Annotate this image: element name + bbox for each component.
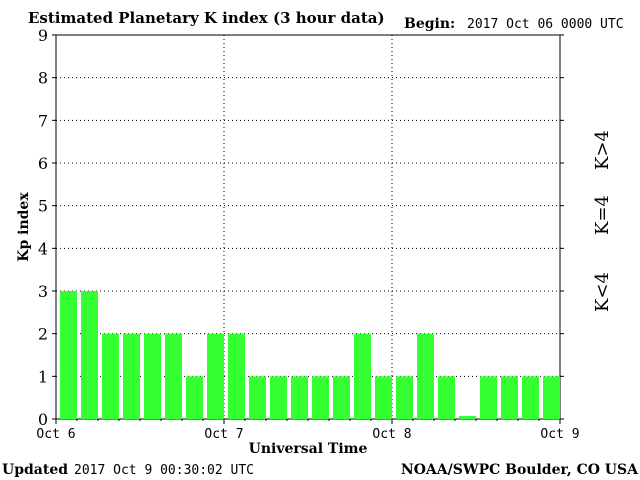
kp-bar (228, 333, 245, 419)
kp-bar (396, 376, 413, 419)
y-tick-label: 7 (38, 111, 48, 130)
y-tick-label: 5 (38, 197, 48, 216)
kp-bar (543, 376, 560, 419)
y-tick-label: 6 (38, 154, 48, 173)
x-tick-label: Oct 8 (372, 427, 411, 442)
kp-bar (81, 291, 98, 419)
y-tick-label: 2 (38, 325, 48, 344)
kp-bar (102, 333, 119, 419)
y-tick-label: 1 (38, 367, 48, 386)
source-credit: NOAA/SWPC Boulder, CO USA (401, 462, 639, 478)
kp-bar (501, 376, 518, 419)
updated-label: Updated (2, 462, 68, 478)
x-axis-label: Universal Time (249, 441, 368, 457)
kp-bar (165, 333, 182, 419)
kp-bar (144, 333, 161, 419)
legend-k-greater-4: K>4 (592, 130, 613, 170)
kp-bar (60, 291, 77, 419)
legend-k-equal-4: K=4 (592, 195, 613, 235)
kp-bar (249, 376, 266, 419)
x-tick-label: Oct 9 (540, 427, 579, 442)
x-axis: Oct 6 Oct 7 Oct 8 Oct 9 (36, 419, 580, 442)
kp-bar (207, 333, 224, 419)
y-axis-label: Kp index (16, 192, 32, 262)
bars (60, 291, 560, 419)
y-tick-label: 8 (38, 69, 48, 88)
y-axis: 0 1 2 3 4 5 6 7 8 9 (38, 26, 564, 429)
legend-k-less-4: K<4 (592, 272, 613, 312)
kp-bar (375, 376, 392, 419)
kp-bar (522, 376, 539, 419)
x-tick-label: Oct 6 (36, 427, 75, 442)
updated-value: 2017 Oct 9 00:30:02 UTC (74, 463, 254, 478)
kp-bar (459, 416, 476, 419)
kp-bar (354, 333, 371, 419)
x-tick-label: Oct 7 (204, 427, 243, 442)
kp-bar (291, 376, 308, 419)
y-tick-label: 3 (38, 282, 48, 301)
begin-label: Begin: (404, 16, 455, 32)
kp-bar (186, 376, 203, 419)
kp-bar (417, 333, 434, 419)
kp-bar (270, 376, 287, 419)
kp-bar (312, 376, 329, 419)
kp-bar (480, 376, 497, 419)
begin-value: 2017 Oct 06 0000 UTC (467, 17, 624, 32)
chart-title: Estimated Planetary K index (3 hour data… (28, 9, 385, 27)
y-tick-label: 4 (38, 239, 48, 258)
kp-bar (333, 376, 350, 419)
y-tick-label: 9 (38, 26, 48, 45)
y-tick-label: 0 (38, 410, 48, 429)
kp-bar (123, 333, 140, 419)
kp-bar (438, 376, 455, 419)
